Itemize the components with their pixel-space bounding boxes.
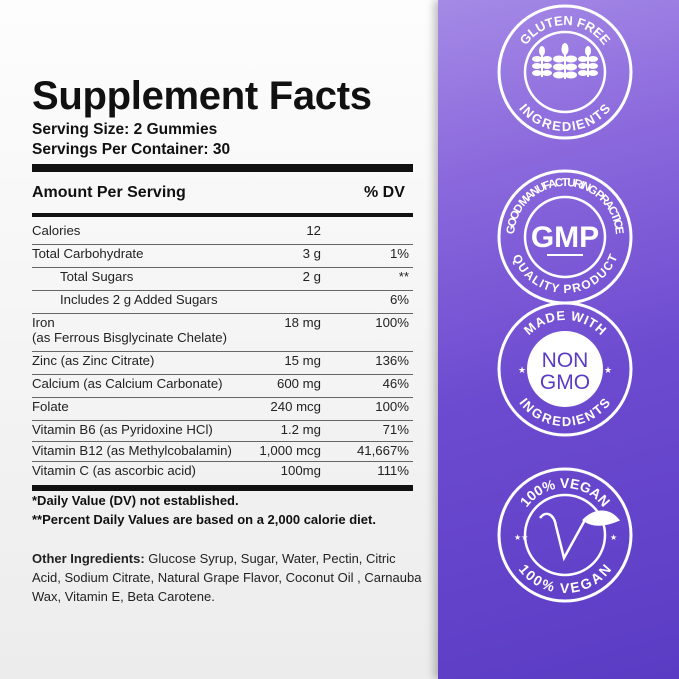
footnote: **Percent Daily Values are based on a 2,…: [32, 512, 376, 527]
nutrient-dv: 1%: [389, 246, 409, 261]
nutrient-name: Total Carbohydrate: [32, 246, 144, 261]
serving-size: Serving Size: 2 Gummies: [32, 121, 218, 138]
nutrient-amount: 600 mg: [277, 376, 321, 391]
divider: [32, 485, 413, 491]
nutrient-name: Total Sugars: [60, 269, 134, 284]
nutrient-dv: **: [398, 269, 409, 284]
nutrient-name: Vitamin C (as ascorbic acid): [32, 463, 196, 478]
svg-text:100% VEGAN: 100% VEGAN: [517, 475, 614, 510]
svg-text:GMO: GMO: [540, 371, 590, 394]
nutrient-amount: 1,000 mcg: [259, 443, 321, 458]
nutrient-amount: 100mg: [280, 463, 321, 478]
svg-text:★: ★: [518, 365, 526, 375]
nutrient-dv: 46%: [382, 376, 409, 391]
nutrient-dv: 6%: [389, 292, 409, 307]
nutrient-name: Includes 2 g Added Sugars: [60, 292, 218, 307]
svg-text:★: ★: [610, 533, 617, 542]
nutrient-amount: 2 g: [302, 269, 321, 284]
nutrient-name: Iron: [32, 315, 55, 330]
other-ingredients-text: Glucose Syrup, Sugar, Water, Pectin, Cit…: [32, 551, 422, 604]
nutrient-dv: 100%: [375, 399, 409, 414]
nutrient-amount: 3 g: [302, 246, 321, 261]
svg-text:NON: NON: [542, 349, 589, 372]
nutrient-name: Calories: [32, 223, 81, 238]
table-row: Calcium (as Calcium Carbonate) 600 mg 46%: [32, 375, 413, 398]
nutrient-name: Vitamin B6 (as Pyridoxine HCl): [32, 422, 213, 437]
label-background: [0, 0, 440, 679]
svg-text:★★: ★★: [514, 533, 528, 542]
nutrient-dv: 71%: [382, 422, 409, 437]
wheat-icon: [532, 43, 598, 79]
table-row: Vitamin B12 (as Methylcobalamin) 1,000 mc…: [32, 442, 413, 462]
page-title: Supplement Facts: [32, 74, 372, 118]
table-row: Folate 240 mcg 100%: [32, 398, 413, 421]
table-row: Total Sugars 2 g **: [32, 268, 413, 291]
vegan-badge: 100% VEGAN 100% VEGAN ★★ ★: [497, 467, 633, 603]
nutrient-amount: 1.2 mg: [280, 422, 321, 437]
table-row: Zinc (as Zinc Citrate) 15 mg 136%: [32, 352, 413, 375]
table-row: Total Carbohydrate 3 g 1%: [32, 245, 413, 268]
nutrient-amount: 240 mcg: [270, 399, 321, 414]
gluten-free-badge: GLUTEN FREE INGREDIENTS: [497, 4, 633, 140]
nutrient-dv: 41,667%: [356, 443, 409, 458]
nutrient-amount: 18 mg: [284, 315, 321, 330]
gmp-badge: GOOD MANUFACTURING PRACTICE QUALITY PROD…: [497, 169, 633, 305]
nutrient-dv: 100%: [375, 315, 409, 330]
nutrient-amount: 15 mg: [284, 353, 321, 368]
table-row: Includes 2 g Added Sugars 6%: [32, 291, 413, 314]
table-row: Calories 12: [32, 222, 413, 245]
gmp-text: GMP: [531, 221, 599, 254]
vegan-v-leaf-icon: [539, 510, 621, 562]
nutrient-source: (as Ferrous Bisglycinate Chelate): [32, 330, 227, 345]
footnote: *Daily Value (DV) not established.: [32, 493, 239, 508]
table-row: Iron (as Ferrous Bisglycinate Chelate) 18 …: [32, 314, 413, 352]
servings-per-container: Servings Per Container: 30: [32, 141, 231, 158]
nutrient-name: Zinc (as Zinc Citrate): [32, 353, 155, 368]
nutrient-name: Calcium (as Calcium Carbonate): [32, 376, 223, 391]
nutrient-dv: 136%: [375, 353, 409, 368]
other-ingredients-label: Other Ingredients:: [32, 551, 145, 566]
svg-text:GLUTEN FREE: GLUTEN FREE: [517, 13, 614, 48]
divider: [32, 213, 413, 217]
nutrient-dv: 111%: [377, 463, 409, 478]
amount-header: Amount Per Serving: [32, 184, 186, 201]
svg-text:★: ★: [604, 365, 612, 375]
dv-header: % DV: [364, 184, 405, 201]
table-row: Vitamin B6 (as Pyridoxine HCl) 1.2 mg 71%: [32, 421, 413, 442]
nutrient-name: Folate: [32, 399, 69, 414]
nutrient-name: Vitamin B12 (as Methylcobalamin): [32, 443, 232, 458]
non-gmo-badge: MADE WITH INGREDIENTS NON GMO ★ ★: [497, 301, 633, 437]
other-ingredients: Other Ingredients: Glucose Syrup, Sugar,…: [32, 549, 422, 606]
divider: [32, 164, 413, 172]
table-row: Vitamin C (as ascorbic acid) 100mg 111%: [32, 462, 413, 484]
nutrient-amount: 12: [306, 223, 321, 238]
